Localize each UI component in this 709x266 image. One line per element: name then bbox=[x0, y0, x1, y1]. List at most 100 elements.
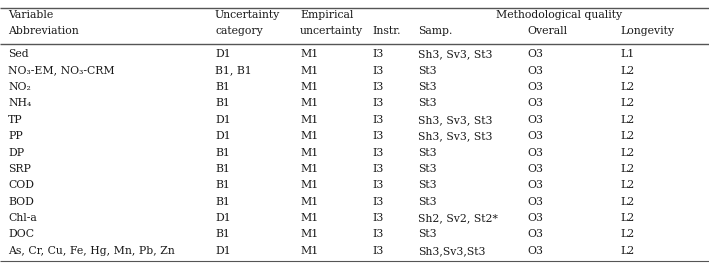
Text: D1: D1 bbox=[215, 131, 230, 141]
Text: St3: St3 bbox=[418, 164, 437, 174]
Text: uncertainty: uncertainty bbox=[300, 26, 363, 36]
Text: I3: I3 bbox=[372, 82, 384, 92]
Text: Overall: Overall bbox=[527, 26, 567, 36]
Text: Sh3, Sv3, St3: Sh3, Sv3, St3 bbox=[418, 115, 493, 125]
Text: M1: M1 bbox=[300, 180, 318, 190]
Text: St3: St3 bbox=[418, 180, 437, 190]
Text: B1: B1 bbox=[215, 164, 230, 174]
Text: O3: O3 bbox=[527, 115, 543, 125]
Text: PP: PP bbox=[8, 131, 23, 141]
Text: B1: B1 bbox=[215, 148, 230, 157]
Text: I3: I3 bbox=[372, 131, 384, 141]
Text: B1: B1 bbox=[215, 229, 230, 239]
Text: COD: COD bbox=[8, 180, 34, 190]
Text: DOC: DOC bbox=[8, 229, 34, 239]
Text: L2: L2 bbox=[620, 148, 635, 157]
Text: category: category bbox=[215, 26, 263, 36]
Text: Variable: Variable bbox=[8, 10, 53, 20]
Text: L2: L2 bbox=[620, 197, 635, 207]
Text: I3: I3 bbox=[372, 148, 384, 157]
Text: NO₂: NO₂ bbox=[8, 82, 31, 92]
Text: D1: D1 bbox=[215, 213, 230, 223]
Text: M1: M1 bbox=[300, 82, 318, 92]
Text: DP: DP bbox=[8, 148, 24, 157]
Text: M1: M1 bbox=[300, 213, 318, 223]
Text: As, Cr, Cu, Fe, Hg, Mn, Pb, Zn: As, Cr, Cu, Fe, Hg, Mn, Pb, Zn bbox=[8, 246, 174, 256]
Text: NH₄: NH₄ bbox=[8, 98, 31, 108]
Text: I3: I3 bbox=[372, 66, 384, 76]
Text: B1: B1 bbox=[215, 197, 230, 207]
Text: B1, B1: B1, B1 bbox=[215, 66, 252, 76]
Text: NO₃-EM, NO₃-CRM: NO₃-EM, NO₃-CRM bbox=[8, 66, 115, 76]
Text: St3: St3 bbox=[418, 82, 437, 92]
Text: Abbreviation: Abbreviation bbox=[8, 26, 79, 36]
Text: Longevity: Longevity bbox=[620, 26, 674, 36]
Text: D1: D1 bbox=[215, 49, 230, 59]
Text: Chl-a: Chl-a bbox=[8, 213, 37, 223]
Text: I3: I3 bbox=[372, 115, 384, 125]
Text: L2: L2 bbox=[620, 98, 635, 108]
Text: M1: M1 bbox=[300, 98, 318, 108]
Text: Uncertainty: Uncertainty bbox=[215, 10, 280, 20]
Text: O3: O3 bbox=[527, 180, 543, 190]
Text: St3: St3 bbox=[418, 229, 437, 239]
Text: Instr.: Instr. bbox=[372, 26, 401, 36]
Text: I3: I3 bbox=[372, 213, 384, 223]
Text: M1: M1 bbox=[300, 49, 318, 59]
Text: I3: I3 bbox=[372, 229, 384, 239]
Text: D1: D1 bbox=[215, 246, 230, 256]
Text: M1: M1 bbox=[300, 229, 318, 239]
Text: M1: M1 bbox=[300, 66, 318, 76]
Text: M1: M1 bbox=[300, 197, 318, 207]
Text: O3: O3 bbox=[527, 66, 543, 76]
Text: B1: B1 bbox=[215, 180, 230, 190]
Text: L2: L2 bbox=[620, 131, 635, 141]
Text: I3: I3 bbox=[372, 180, 384, 190]
Text: L1: L1 bbox=[620, 49, 635, 59]
Text: Methodological quality: Methodological quality bbox=[496, 10, 622, 20]
Text: St3: St3 bbox=[418, 148, 437, 157]
Text: M1: M1 bbox=[300, 131, 318, 141]
Text: L2: L2 bbox=[620, 66, 635, 76]
Text: O3: O3 bbox=[527, 49, 543, 59]
Text: I3: I3 bbox=[372, 49, 384, 59]
Text: I3: I3 bbox=[372, 197, 384, 207]
Text: Empirical: Empirical bbox=[300, 10, 353, 20]
Text: D1: D1 bbox=[215, 115, 230, 125]
Text: SRP: SRP bbox=[8, 164, 31, 174]
Text: O3: O3 bbox=[527, 98, 543, 108]
Text: O3: O3 bbox=[527, 82, 543, 92]
Text: St3: St3 bbox=[418, 98, 437, 108]
Text: L2: L2 bbox=[620, 180, 635, 190]
Text: O3: O3 bbox=[527, 148, 543, 157]
Text: BOD: BOD bbox=[8, 197, 34, 207]
Text: B1: B1 bbox=[215, 82, 230, 92]
Text: St3: St3 bbox=[418, 197, 437, 207]
Text: O3: O3 bbox=[527, 197, 543, 207]
Text: O3: O3 bbox=[527, 246, 543, 256]
Text: L2: L2 bbox=[620, 229, 635, 239]
Text: O3: O3 bbox=[527, 131, 543, 141]
Text: St3: St3 bbox=[418, 66, 437, 76]
Text: L2: L2 bbox=[620, 164, 635, 174]
Text: B1: B1 bbox=[215, 98, 230, 108]
Text: Sh3, Sv3, St3: Sh3, Sv3, St3 bbox=[418, 49, 493, 59]
Text: I3: I3 bbox=[372, 246, 384, 256]
Text: L2: L2 bbox=[620, 213, 635, 223]
Text: O3: O3 bbox=[527, 213, 543, 223]
Text: O3: O3 bbox=[527, 164, 543, 174]
Text: Sh3,Sv3,St3: Sh3,Sv3,St3 bbox=[418, 246, 486, 256]
Text: I3: I3 bbox=[372, 98, 384, 108]
Text: M1: M1 bbox=[300, 246, 318, 256]
Text: I3: I3 bbox=[372, 164, 384, 174]
Text: M1: M1 bbox=[300, 148, 318, 157]
Text: Samp.: Samp. bbox=[418, 26, 452, 36]
Text: Sh2, Sv2, St2*: Sh2, Sv2, St2* bbox=[418, 213, 498, 223]
Text: L2: L2 bbox=[620, 115, 635, 125]
Text: L2: L2 bbox=[620, 82, 635, 92]
Text: L2: L2 bbox=[620, 246, 635, 256]
Text: M1: M1 bbox=[300, 164, 318, 174]
Text: Sh3, Sv3, St3: Sh3, Sv3, St3 bbox=[418, 131, 493, 141]
Text: M1: M1 bbox=[300, 115, 318, 125]
Text: O3: O3 bbox=[527, 229, 543, 239]
